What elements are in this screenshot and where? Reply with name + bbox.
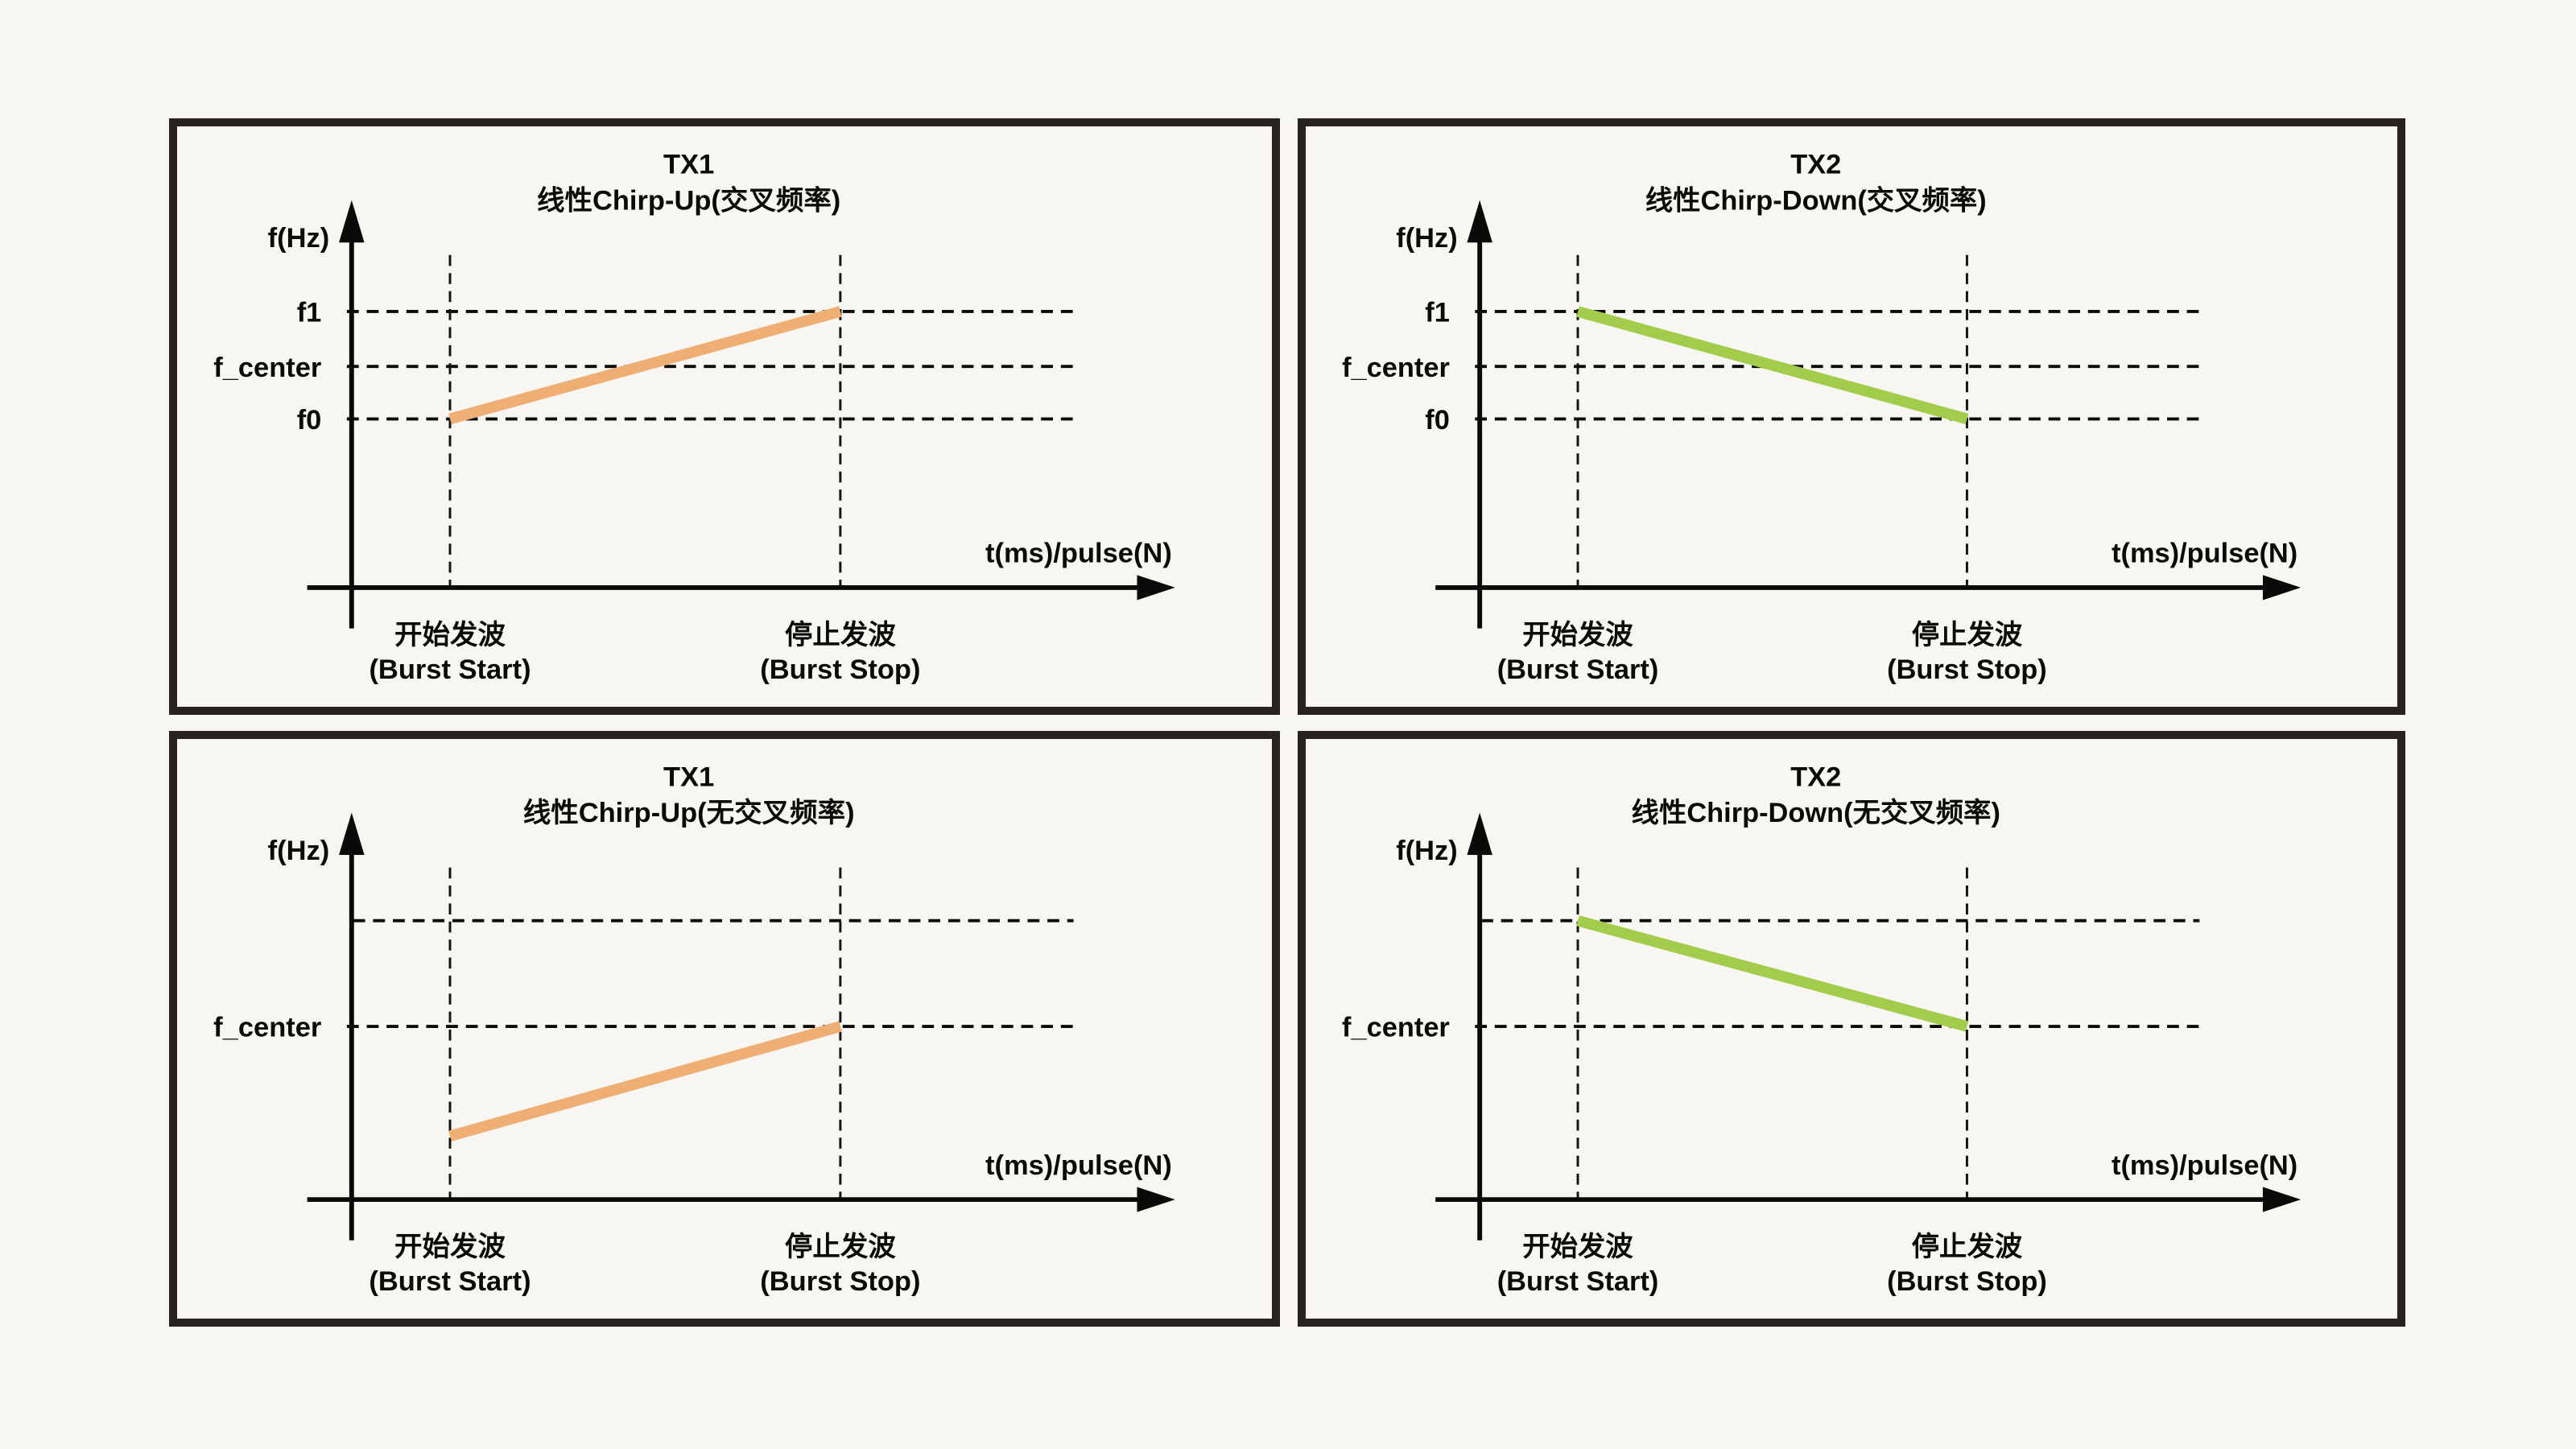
burst-start-label-zh: 开始发波	[394, 620, 506, 650]
chirp-up-line	[448, 306, 842, 424]
burst-start-label-zh: 开始发波	[394, 1232, 506, 1262]
chirp-down-line	[1576, 915, 1969, 1032]
burst-start-label-en: (Burst Start)	[1497, 1266, 1659, 1297]
burst-stop-label-en: (Burst Stop)	[1887, 654, 2047, 685]
y-axis-arrow-icon	[339, 200, 365, 243]
panel-title-desc: 线性Chirp-Up(交叉频率)	[537, 184, 840, 216]
burst-stop-label-en: (Burst Stop)	[760, 654, 920, 685]
panel-title-desc: 线性Chirp-Down(交叉频率)	[1645, 184, 1987, 216]
tick-label-f-center: f_center	[213, 353, 321, 383]
x-axis-label: t(ms)/pulse(N)	[2112, 1150, 2297, 1181]
burst-start-label-en: (Burst Start)	[1497, 654, 1659, 685]
y-axis-label: f(Hz)	[268, 836, 330, 866]
panel-tx2-crossing: TX2 线性Chirp-Down(交叉频率) f(Hz) f1 f_center…	[1298, 118, 2405, 715]
x-axis-label: t(ms)/pulse(N)	[2112, 539, 2297, 569]
panel-title-desc: 线性Chirp-Up(无交叉频率)	[523, 797, 855, 828]
y-axis-arrow-icon	[1467, 812, 1492, 855]
panel-title-tx: TX1	[663, 762, 714, 793]
panel-title-desc: 线性Chirp-Down(无交叉频率)	[1632, 797, 2000, 828]
tick-label-f-center: f_center	[1342, 1013, 1450, 1043]
tick-label-f0: f0	[297, 405, 322, 436]
burst-stop-label-en: (Burst Stop)	[1887, 1266, 2047, 1297]
x-axis-label: t(ms)/pulse(N)	[985, 1150, 1172, 1181]
y-axis-label: f(Hz)	[268, 223, 330, 254]
burst-stop-label-zh: 停止发波	[1912, 620, 2023, 650]
panel-tx1-noncrossing: TX1 线性Chirp-Up(无交叉频率) f(Hz) f_center t(m…	[169, 731, 1280, 1327]
y-axis-arrow-icon	[339, 812, 365, 855]
y-axis-label: f(Hz)	[1396, 836, 1457, 866]
chirp-up-line	[448, 1021, 842, 1141]
x-axis-arrow-icon	[1137, 1187, 1175, 1212]
burst-stop-label-zh: 停止发波	[1912, 1232, 2023, 1262]
chirp-chart-tx2-noncrossing: TX2 线性Chirp-Down(无交叉频率) f(Hz) f_center t…	[1342, 762, 2301, 1297]
tick-label-f0: f0	[1425, 405, 1450, 436]
chirp-chart-tx1-noncrossing: TX1 线性Chirp-Up(无交叉频率) f(Hz) f_center t(m…	[213, 762, 1175, 1297]
panel-title-tx: TX1	[663, 150, 714, 180]
x-axis-label: t(ms)/pulse(N)	[985, 539, 1172, 569]
y-axis-label: f(Hz)	[1396, 223, 1457, 254]
panel-title-tx: TX2	[1790, 762, 1841, 793]
chirp-chart-tx2-crossing: TX2 线性Chirp-Down(交叉频率) f(Hz) f1 f_center…	[1342, 150, 2301, 685]
burst-start-label-zh: 开始发波	[1522, 620, 1633, 650]
burst-start-label-en: (Burst Start)	[369, 654, 530, 685]
x-axis-arrow-icon	[1137, 575, 1175, 601]
x-axis-arrow-icon	[2262, 1187, 2301, 1212]
panel-tx2-noncrossing: TX2 线性Chirp-Down(无交叉频率) f(Hz) f_center t…	[1298, 731, 2405, 1327]
panel-tx1-crossing: TX1 线性Chirp-Up(交叉频率) f(Hz) f1 f_center f…	[169, 118, 1280, 715]
burst-stop-label-zh: 停止发波	[785, 1232, 897, 1262]
tick-label-f1: f1	[297, 298, 322, 328]
y-axis-arrow-icon	[1467, 200, 1492, 243]
panel-title-tx: TX2	[1790, 150, 1841, 180]
tick-label-f1: f1	[1425, 298, 1450, 328]
chirp-chart-tx1-crossing: TX1 线性Chirp-Up(交叉频率) f(Hz) f1 f_center f…	[213, 150, 1175, 685]
burst-start-label-zh: 开始发波	[1522, 1232, 1633, 1262]
tick-label-f-center: f_center	[213, 1013, 321, 1043]
burst-start-label-en: (Burst Start)	[369, 1266, 530, 1297]
burst-stop-label-zh: 停止发波	[785, 620, 897, 650]
chirp-down-line	[1576, 306, 1969, 424]
x-axis-arrow-icon	[2262, 575, 2301, 601]
burst-stop-label-en: (Burst Stop)	[760, 1266, 920, 1297]
tick-label-f-center: f_center	[1342, 353, 1450, 383]
